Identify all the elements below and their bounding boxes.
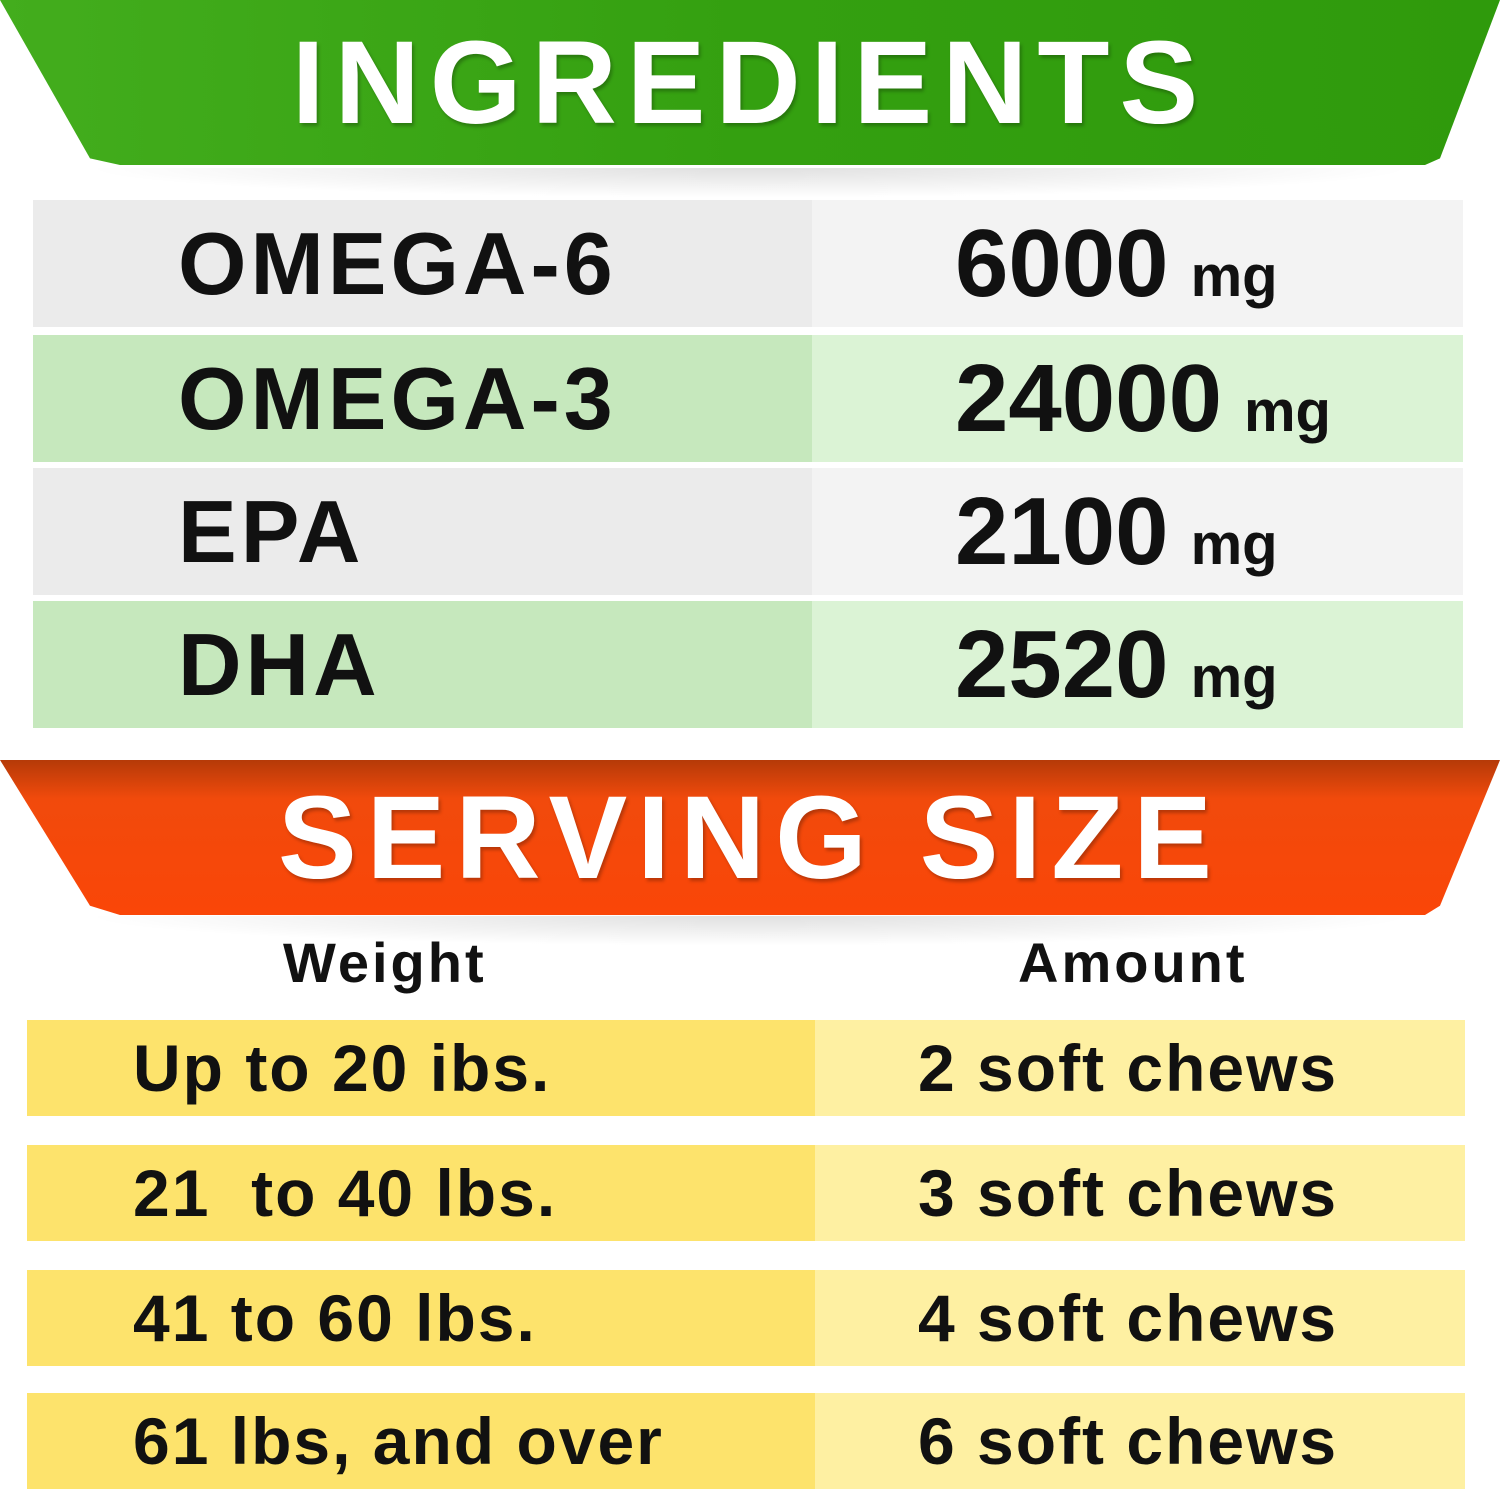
ingredients-title: INGREDIENTS (291, 16, 1209, 149)
ingredient-row: OMEGA-3 24000 mg (33, 335, 1463, 462)
serving-weight: 41 to 60 lbs. (27, 1270, 815, 1366)
serving-amount: 4 soft chews (815, 1270, 1465, 1366)
ingredient-row: OMEGA-6 6000 mg (33, 200, 1463, 327)
serving-title: SERVING SIZE (277, 771, 1223, 904)
serving-weight: Up to 20 ibs. (27, 1020, 815, 1116)
ingredient-row: EPA 2100 mg (33, 468, 1463, 595)
serving-row: 41 to 60 lbs. 4 soft chews (27, 1270, 1465, 1366)
serving-amount: 6 soft chews (815, 1393, 1465, 1489)
ingredient-unit: mg (1190, 244, 1278, 309)
ingredients-banner: INGREDIENTS (0, 0, 1500, 165)
ingredient-name: EPA (33, 468, 812, 595)
ingredient-name: DHA (33, 601, 812, 728)
serving-weight: 61 lbs, and over (27, 1393, 815, 1489)
ingredient-name: OMEGA-3 (33, 335, 812, 462)
serving-row: Up to 20 ibs. 2 soft chews (27, 1020, 1465, 1116)
ingredient-unit: mg (1243, 379, 1331, 444)
amount-header: Amount (1018, 931, 1248, 994)
ingredient-unit: mg (1190, 512, 1278, 577)
serving-amount: 3 soft chews (815, 1145, 1465, 1241)
serving-weight: 21 to 40 lbs. (27, 1145, 815, 1241)
ingredient-amount: 24000 (955, 344, 1222, 452)
ingredient-amount: 2520 (955, 610, 1169, 718)
banner-shadow (80, 916, 1420, 946)
ingredient-amount: 2100 (955, 477, 1169, 585)
serving-banner: SERVING SIZE (0, 760, 1500, 915)
banner-shadow (80, 168, 1420, 198)
serving-row: 61 lbs, and over 6 soft chews (27, 1393, 1465, 1489)
serving-row: 21 to 40 lbs. 3 soft chews (27, 1145, 1465, 1241)
serving-amount: 2 soft chews (815, 1020, 1465, 1116)
ingredient-unit: mg (1190, 645, 1278, 710)
weight-header: Weight (283, 931, 487, 994)
ingredient-name: OMEGA-6 (33, 200, 812, 327)
ingredient-row: DHA 2520 mg (33, 601, 1463, 728)
ingredient-amount: 6000 (955, 209, 1169, 317)
